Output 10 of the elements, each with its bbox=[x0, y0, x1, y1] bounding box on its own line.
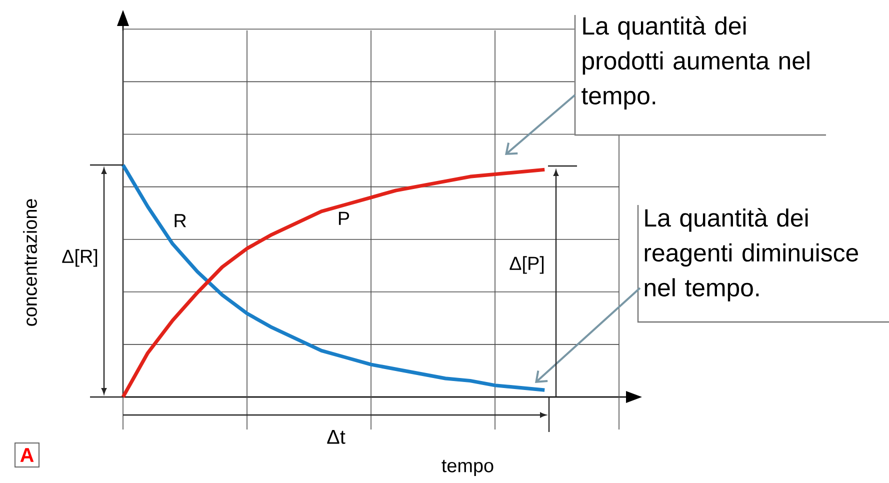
y-axis-title: concentrazione bbox=[23, 199, 37, 326]
text: La quantità dei reagenti diminuisce nel tempo. bbox=[644, 208, 858, 302]
annotation: Δ[P] bbox=[510, 256, 544, 274]
text: Δt bbox=[327, 430, 346, 444]
text: La quantità dei prodotti aumenta nel tempo. bbox=[582, 16, 810, 110]
series-label: P bbox=[338, 212, 350, 225]
text: Δ[R] bbox=[62, 249, 98, 267]
series-label: R bbox=[174, 214, 186, 228]
text: A bbox=[20, 448, 34, 462]
x-axis-title: tempo bbox=[442, 460, 494, 476]
